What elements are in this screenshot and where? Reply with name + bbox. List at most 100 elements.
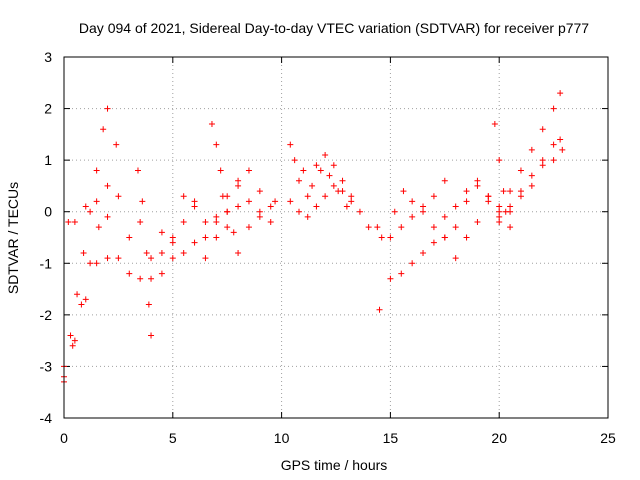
- data-point: [180, 193, 187, 200]
- data-point: [126, 234, 133, 241]
- data-point: [180, 249, 187, 256]
- data-point: [365, 224, 372, 231]
- data-point: [104, 255, 111, 262]
- data-point: [398, 270, 405, 277]
- series-track-8: [208, 121, 242, 256]
- series-track-13: [376, 234, 448, 313]
- data-point: [245, 167, 252, 174]
- data-point: [430, 224, 437, 231]
- y-tick-label: -1: [40, 255, 53, 271]
- series-track-15: [391, 177, 503, 231]
- data-point: [550, 157, 557, 164]
- data-point: [180, 219, 187, 226]
- data-point: [191, 198, 198, 205]
- grid: [64, 57, 608, 418]
- data-point: [100, 126, 107, 133]
- data-point: [313, 203, 320, 210]
- data-point: [420, 203, 427, 210]
- series-track-4: [61, 255, 144, 370]
- y-tick-label: -2: [40, 307, 53, 323]
- x-tick-label: 20: [491, 430, 507, 446]
- series-track-5: [134, 167, 155, 339]
- data-point: [339, 177, 346, 184]
- data-point: [313, 162, 320, 169]
- data-point: [104, 182, 111, 189]
- data-point: [137, 275, 144, 282]
- data-point: [378, 234, 385, 241]
- data-point: [441, 234, 448, 241]
- data-point: [474, 182, 481, 189]
- data-point: [67, 332, 74, 339]
- data-point: [82, 296, 89, 303]
- data-point: [235, 182, 242, 189]
- data-point: [391, 208, 398, 215]
- data-point: [330, 182, 337, 189]
- data-point: [82, 203, 89, 210]
- data-point: [500, 188, 507, 195]
- data-point: [507, 188, 514, 195]
- data-point: [387, 234, 394, 241]
- series-track-19: [491, 121, 514, 231]
- data-point: [93, 198, 100, 205]
- data-point: [80, 249, 87, 256]
- data-point: [202, 255, 209, 262]
- series-track-11: [287, 182, 355, 220]
- data-point: [496, 157, 503, 164]
- data-point: [348, 198, 355, 205]
- data-point: [420, 208, 427, 215]
- data-point: [507, 224, 514, 231]
- y-tick-label: 3: [44, 49, 52, 65]
- axis-ticks: [63, 56, 609, 419]
- data-point: [191, 203, 198, 210]
- x-tick-label: 5: [169, 430, 177, 446]
- data-point: [502, 208, 509, 215]
- data-point: [474, 219, 481, 226]
- data-point: [528, 172, 535, 179]
- data-point: [139, 198, 146, 205]
- data-point: [409, 213, 416, 220]
- data-point: [441, 177, 448, 184]
- series-track-12: [291, 157, 350, 210]
- data-point: [213, 219, 220, 226]
- data-points: [61, 90, 566, 385]
- data-point: [496, 208, 503, 215]
- data-point: [474, 177, 481, 184]
- data-point: [148, 332, 155, 339]
- data-point: [213, 213, 220, 220]
- data-point: [409, 198, 416, 205]
- data-point: [463, 198, 470, 205]
- data-point: [169, 255, 176, 262]
- data-point: [557, 90, 564, 97]
- data-point: [296, 177, 303, 184]
- data-point: [87, 260, 94, 267]
- data-point: [158, 249, 165, 256]
- data-point: [296, 208, 303, 215]
- data-point: [300, 167, 307, 174]
- data-point: [559, 146, 566, 153]
- data-point: [326, 172, 333, 179]
- tick-labels: 0 5 10 15 20 25 -4 -3 -2 -1 0 1 2 3: [40, 49, 616, 446]
- data-point: [235, 249, 242, 256]
- data-point: [93, 167, 100, 174]
- data-point: [137, 219, 144, 226]
- data-point: [356, 208, 363, 215]
- data-point: [191, 239, 198, 246]
- data-point: [507, 203, 514, 210]
- data-point: [169, 239, 176, 246]
- data-point: [74, 291, 81, 298]
- x-tick-label: 0: [60, 430, 68, 446]
- data-point: [267, 203, 274, 210]
- data-point: [430, 239, 437, 246]
- data-point: [158, 229, 165, 236]
- data-point: [409, 260, 416, 267]
- data-point: [539, 162, 546, 169]
- data-point: [65, 219, 72, 226]
- data-point: [217, 167, 224, 174]
- series-track-1: [61, 105, 111, 380]
- data-point: [452, 255, 459, 262]
- data-point: [213, 141, 220, 148]
- data-point: [287, 141, 294, 148]
- data-point: [256, 188, 263, 195]
- data-point: [539, 157, 546, 164]
